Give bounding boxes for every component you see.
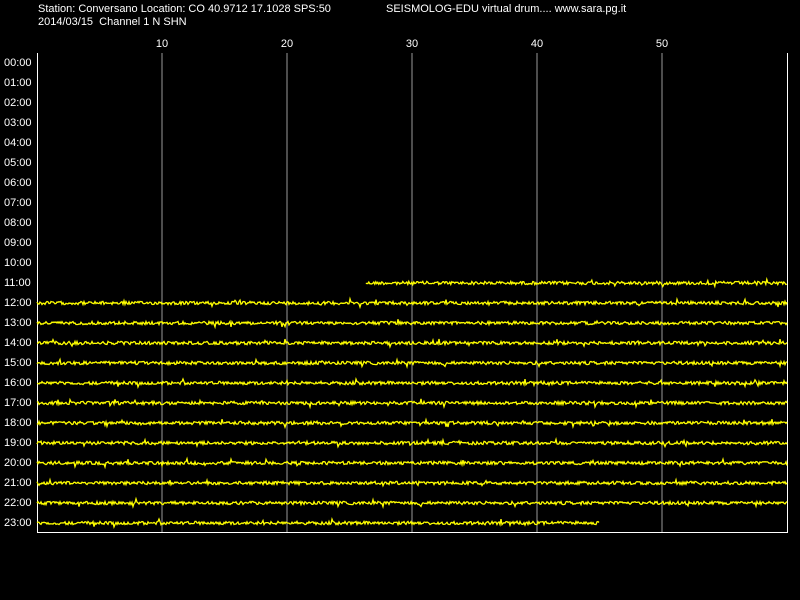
row-label: 11:00 — [4, 277, 31, 289]
row-label: 15:00 — [4, 357, 32, 369]
seismic-trace — [365, 276, 787, 289]
seismic-trace — [36, 517, 600, 530]
chart-caption: 2014/03/15 Channel 1 N SHN — [38, 16, 187, 28]
seismic-trace — [37, 377, 788, 390]
seismic-trace — [36, 437, 788, 449]
row-label: 07:00 — [4, 197, 32, 209]
x-tick-label: 40 — [531, 38, 543, 50]
seismic-trace — [36, 417, 788, 430]
seismic-trace — [36, 496, 788, 510]
row-label: 06:00 — [4, 177, 32, 189]
row-label: 02:00 — [4, 97, 32, 109]
seismic-trace — [36, 296, 788, 310]
seismic-trace — [36, 357, 788, 370]
seismic-trace — [36, 337, 788, 349]
row-label: 03:00 — [4, 117, 32, 129]
row-label: 00:00 — [4, 57, 32, 69]
seismic-trace — [36, 319, 788, 330]
row-label: 05:00 — [4, 157, 32, 169]
row-label: 20:00 — [4, 457, 32, 469]
row-label: 09:00 — [4, 237, 32, 249]
row-label: 16:00 — [4, 377, 32, 389]
row-label: 13:00 — [4, 317, 32, 329]
seismic-trace — [36, 477, 788, 488]
seismic-trace — [36, 456, 788, 470]
x-tick-label: 10 — [156, 38, 168, 50]
seismic-trace — [36, 397, 788, 410]
row-label: 17:00 — [4, 397, 32, 409]
row-label: 10:00 — [4, 257, 32, 269]
row-label: 18:00 — [4, 417, 32, 429]
row-label: 01:00 — [4, 77, 32, 89]
x-tick-label: 50 — [656, 38, 668, 50]
row-label: 22:00 — [4, 497, 32, 509]
x-tick-label: 20 — [281, 38, 293, 50]
chart-title: Station: Conversano Location: CO 40.9712… — [38, 3, 331, 15]
row-label: 19:00 — [4, 437, 32, 449]
row-label: 21:00 — [4, 477, 32, 489]
row-label: 14:00 — [4, 337, 32, 349]
row-label: 12:00 — [4, 297, 32, 309]
chart-subtitle: SEISMOLOG-EDU virtual drum.... www.sara.… — [386, 3, 626, 15]
row-label: 04:00 — [4, 137, 32, 149]
row-label: 23:00 — [4, 517, 32, 529]
x-tick-label: 30 — [406, 38, 418, 50]
row-label: 08:00 — [4, 217, 32, 229]
